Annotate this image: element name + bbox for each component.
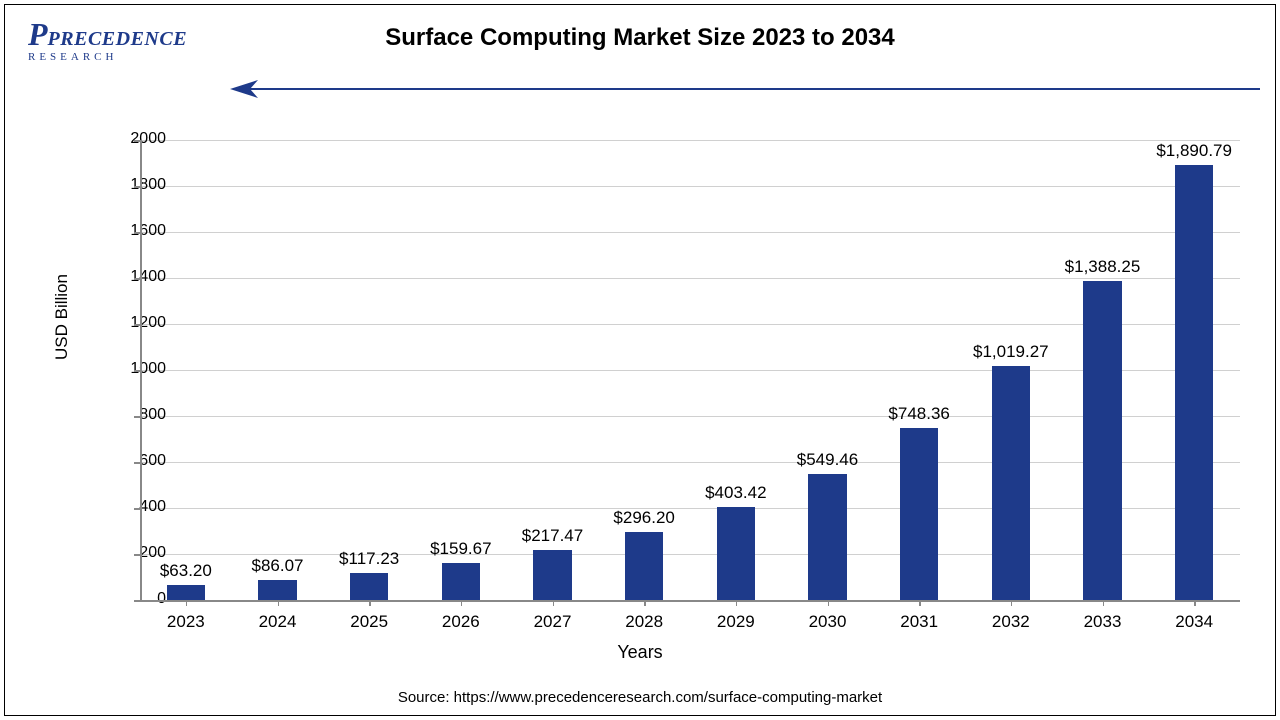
- bar: [1175, 165, 1214, 600]
- y-tick-label: 200: [106, 544, 166, 562]
- bar-value-label: $748.36: [869, 404, 969, 424]
- x-tick-label: 2030: [788, 612, 868, 632]
- bar: [900, 428, 939, 600]
- bar-value-label: $1,388.25: [1053, 257, 1153, 277]
- bar-value-label: $159.67: [411, 539, 511, 559]
- gridline: [140, 324, 1240, 325]
- gridline: [140, 186, 1240, 187]
- x-tick-label: 2028: [604, 612, 684, 632]
- source-text: Source: https://www.precedenceresearch.c…: [0, 689, 1280, 706]
- bar-value-label: $117.23: [319, 549, 419, 569]
- x-tick-label: 2033: [1063, 612, 1143, 632]
- bar-value-label: $549.46: [778, 450, 878, 470]
- bar: [992, 366, 1031, 600]
- bar: [625, 532, 664, 600]
- decorative-arrow-line: [250, 88, 1260, 90]
- x-tick-label: 2027: [513, 612, 593, 632]
- x-tick-label: 2031: [879, 612, 959, 632]
- chart-title: Surface Computing Market Size 2023 to 20…: [0, 24, 1280, 52]
- y-tick-label: 2000: [106, 130, 166, 148]
- x-tick-mark: [278, 600, 280, 606]
- bar: [167, 585, 206, 600]
- x-tick-mark: [553, 600, 555, 606]
- x-tick-mark: [919, 600, 921, 606]
- decorative-arrow-head: [230, 78, 260, 105]
- y-tick-label: 1800: [106, 176, 166, 194]
- y-tick-label: 1400: [106, 268, 166, 286]
- x-tick-label: 2029: [696, 612, 776, 632]
- bar-value-label: $1,019.27: [961, 342, 1061, 362]
- bar: [808, 474, 847, 600]
- gridline: [140, 370, 1240, 371]
- x-tick-mark: [1103, 600, 1105, 606]
- y-tick-label: 1000: [106, 360, 166, 378]
- bar-value-label: $296.20: [594, 508, 694, 528]
- y-tick-label: 600: [106, 452, 166, 470]
- logo-sub: RESEARCH: [28, 52, 187, 63]
- x-tick-label: 2023: [146, 612, 226, 632]
- x-axis-label: Years: [0, 642, 1280, 663]
- x-tick-mark: [1194, 600, 1196, 606]
- x-tick-label: 2026: [421, 612, 501, 632]
- bar-value-label: $86.07: [228, 556, 328, 576]
- y-tick-label: 800: [106, 406, 166, 424]
- bar: [1083, 281, 1122, 600]
- y-axis-label: USD Billion: [52, 274, 72, 360]
- x-tick-mark: [1011, 600, 1013, 606]
- gridline: [140, 416, 1240, 417]
- x-tick-mark: [186, 600, 188, 606]
- bar-value-label: $63.20: [136, 561, 236, 581]
- y-tick-label: 1600: [106, 222, 166, 240]
- bar-value-label: $1,890.79: [1144, 141, 1244, 161]
- gridline: [140, 278, 1240, 279]
- x-tick-mark: [369, 600, 371, 606]
- bar: [533, 550, 572, 600]
- y-tick-label: 400: [106, 498, 166, 516]
- x-tick-mark: [461, 600, 463, 606]
- y-tick-label: 0: [106, 590, 166, 608]
- bar-value-label: $217.47: [503, 526, 603, 546]
- y-tick-label: 1200: [106, 314, 166, 332]
- gridline: [140, 462, 1240, 463]
- gridline: [140, 232, 1240, 233]
- bar: [350, 573, 389, 600]
- bar: [717, 507, 756, 600]
- x-tick-label: 2025: [329, 612, 409, 632]
- x-axis-line: [140, 600, 1240, 602]
- x-tick-mark: [828, 600, 830, 606]
- gridline: [140, 554, 1240, 555]
- x-tick-mark: [736, 600, 738, 606]
- y-axis-line: [140, 140, 142, 600]
- x-tick-label: 2032: [971, 612, 1051, 632]
- bar-value-label: $403.42: [686, 483, 786, 503]
- bar: [442, 563, 481, 600]
- x-tick-label: 2034: [1154, 612, 1234, 632]
- gridline: [140, 140, 1240, 141]
- x-tick-mark: [644, 600, 646, 606]
- x-tick-label: 2024: [238, 612, 318, 632]
- bar: [258, 580, 297, 600]
